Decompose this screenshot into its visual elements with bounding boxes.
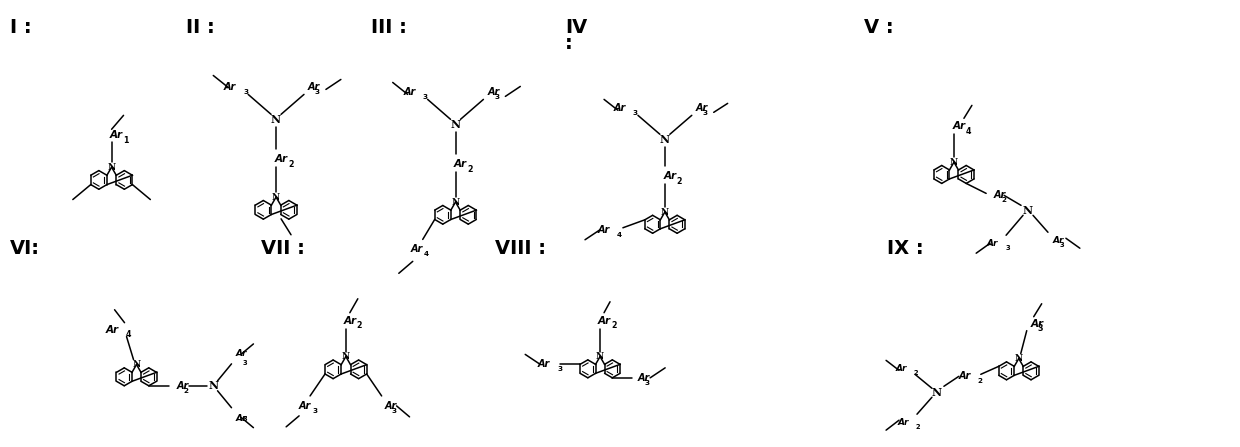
Text: Ar: Ar — [105, 325, 119, 335]
Text: Ar: Ar — [110, 130, 123, 140]
Text: N: N — [660, 134, 670, 145]
Text: VII :: VII : — [262, 239, 305, 258]
Text: N: N — [451, 198, 460, 207]
Text: N: N — [342, 352, 350, 361]
Text: N: N — [450, 119, 460, 130]
Text: 3: 3 — [392, 408, 397, 414]
Text: Ar: Ar — [898, 417, 909, 427]
Text: 3: 3 — [243, 89, 248, 95]
Text: 2: 2 — [467, 164, 472, 174]
Text: 3: 3 — [557, 367, 562, 372]
Text: 1: 1 — [124, 136, 129, 145]
Text: 2: 2 — [1001, 198, 1006, 203]
Text: N: N — [272, 114, 281, 125]
Text: Ar: Ar — [274, 154, 288, 164]
Text: 3: 3 — [312, 408, 317, 414]
Text: 4: 4 — [966, 127, 971, 136]
Text: N: N — [596, 352, 604, 361]
Text: VIII :: VIII : — [496, 239, 547, 258]
Text: Ar: Ar — [663, 171, 676, 181]
Text: Ar: Ar — [598, 225, 610, 235]
Text: Ar: Ar — [1053, 236, 1064, 245]
Text: Ar: Ar — [614, 103, 626, 114]
Text: Ar: Ar — [308, 82, 320, 93]
Text: N: N — [208, 380, 218, 391]
Text: Ar: Ar — [236, 349, 247, 358]
Text: Ar: Ar — [410, 245, 423, 254]
Text: 2: 2 — [677, 177, 682, 186]
Text: 3: 3 — [243, 416, 247, 422]
Text: 2: 2 — [916, 424, 920, 430]
Text: N: N — [272, 193, 280, 202]
Text: 3: 3 — [703, 110, 708, 116]
Text: Ar: Ar — [403, 88, 415, 97]
Text: N: N — [108, 163, 115, 172]
Text: III :: III : — [371, 17, 407, 37]
Text: II :: II : — [186, 17, 215, 37]
Text: Ar: Ar — [598, 316, 610, 326]
Text: 2: 2 — [357, 321, 362, 330]
Text: V :: V : — [864, 17, 894, 37]
Text: 3: 3 — [1006, 245, 1009, 251]
Text: I :: I : — [10, 17, 31, 37]
Text: Ar: Ar — [224, 82, 236, 93]
Text: N: N — [661, 207, 670, 216]
Text: N: N — [950, 158, 959, 167]
Text: N: N — [133, 360, 140, 369]
Text: Ar: Ar — [994, 190, 1007, 200]
Text: N: N — [932, 387, 942, 398]
Text: 2: 2 — [978, 378, 983, 384]
Text: Ar: Ar — [384, 401, 397, 411]
Text: Ar: Ar — [1030, 319, 1044, 329]
Text: N: N — [1014, 354, 1023, 363]
Text: 2: 2 — [288, 160, 294, 169]
Text: VI:: VI: — [10, 239, 40, 258]
Text: 3: 3 — [1038, 324, 1043, 333]
Text: 4: 4 — [618, 232, 622, 238]
Text: N: N — [1023, 205, 1033, 216]
Text: 3: 3 — [423, 94, 428, 101]
Text: 3: 3 — [632, 110, 637, 116]
Text: Ar: Ar — [952, 121, 966, 131]
Text: Ar: Ar — [176, 381, 188, 391]
Text: 3: 3 — [495, 94, 500, 101]
Text: Ar: Ar — [895, 364, 906, 373]
Text: 2: 2 — [611, 321, 616, 330]
Text: Ar: Ar — [343, 316, 356, 326]
Text: 3: 3 — [243, 360, 247, 366]
Text: 4: 4 — [125, 330, 131, 339]
Text: Ar: Ar — [299, 401, 311, 411]
Text: 3: 3 — [1060, 242, 1065, 248]
Text: IX :: IX : — [887, 239, 924, 258]
Text: 3: 3 — [315, 89, 320, 95]
Text: Ar: Ar — [696, 103, 708, 114]
Text: Ar: Ar — [637, 373, 650, 383]
Text: 3: 3 — [645, 380, 650, 386]
Text: Ar: Ar — [487, 88, 500, 97]
Text: Ar: Ar — [538, 359, 551, 369]
Text: 4: 4 — [424, 251, 429, 257]
Text: 2: 2 — [184, 388, 188, 394]
Text: Ar: Ar — [454, 159, 467, 169]
Text: 2: 2 — [914, 370, 919, 376]
Text: Ar: Ar — [236, 414, 247, 423]
Text: Ar: Ar — [987, 239, 998, 248]
Text: Ar: Ar — [959, 371, 971, 381]
Text: IV
:: IV : — [565, 17, 588, 53]
